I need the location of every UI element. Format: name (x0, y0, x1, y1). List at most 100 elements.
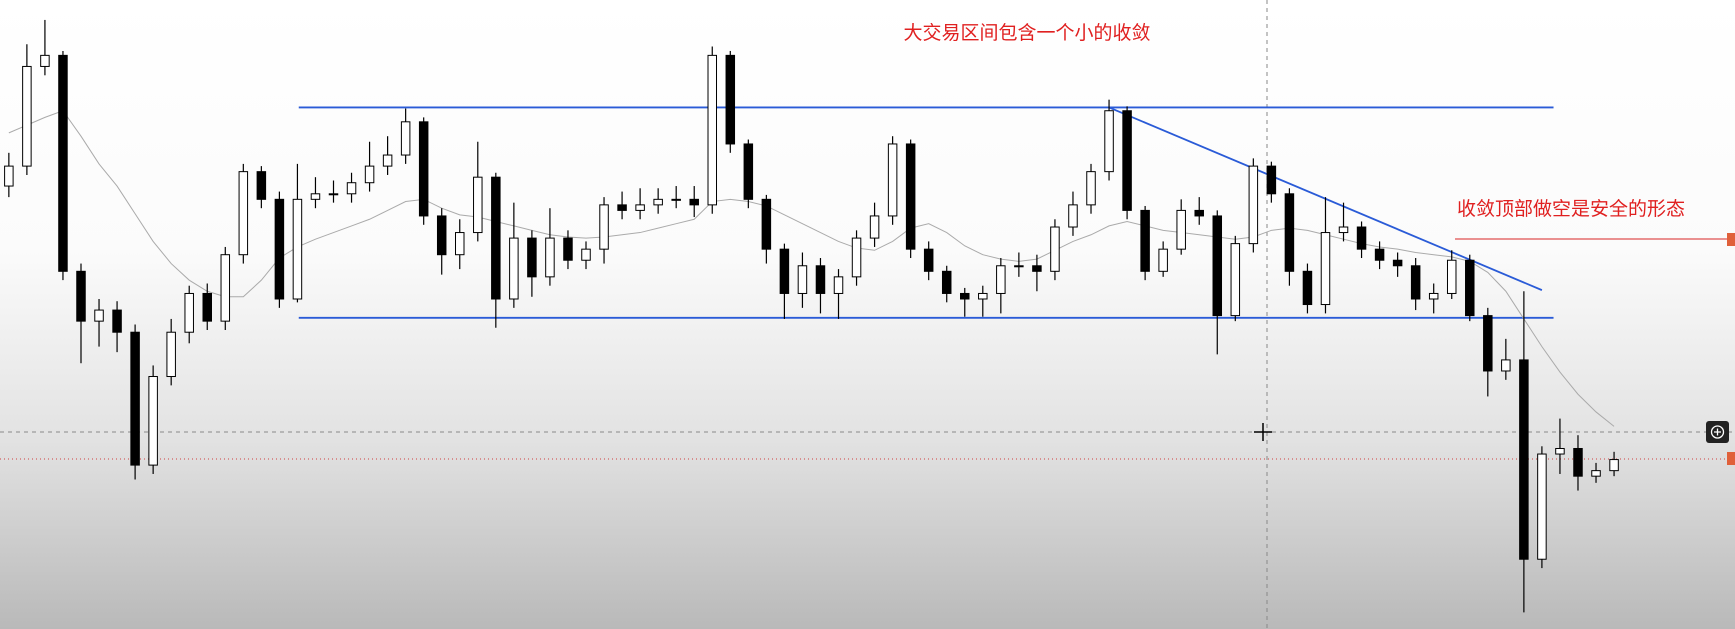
candle-body (436, 215, 447, 256)
candle-body (1483, 315, 1493, 372)
candle-body (905, 143, 916, 250)
candle-body (1140, 209, 1150, 272)
candle-body (1465, 259, 1475, 317)
candle-body (978, 292, 988, 300)
annotation: 收敛顶部做空是安全的形态 (1456, 198, 1686, 220)
candle-body (923, 248, 934, 272)
candle-body (1410, 265, 1421, 300)
candle-body (996, 265, 1006, 294)
candle-body (671, 198, 681, 201)
candle-body (364, 165, 375, 184)
candle-body (941, 270, 952, 294)
candle-body (1104, 110, 1114, 173)
candle-body (779, 248, 790, 294)
candle-body (1338, 226, 1349, 234)
candle-body (1248, 165, 1259, 245)
candle-body (599, 204, 609, 250)
candle-body (1374, 248, 1385, 261)
candle-body (743, 143, 754, 200)
candle-body (797, 265, 808, 294)
candle-body (1519, 359, 1529, 560)
candle-body (328, 193, 339, 196)
candle-body (1428, 292, 1439, 300)
candle-body (563, 237, 573, 261)
alert-marker (1727, 233, 1735, 246)
candle-body (1230, 243, 1241, 317)
candle-body (1176, 209, 1186, 250)
candle-body (815, 265, 826, 294)
candle-body (1302, 270, 1313, 306)
candle-body (761, 198, 772, 250)
candle-body (1032, 265, 1042, 272)
candle-body (1501, 359, 1511, 372)
candle-body (491, 176, 501, 300)
candle-body (527, 237, 537, 278)
candle-body (76, 270, 86, 322)
candle-body (184, 292, 194, 333)
candle-body (1122, 110, 1132, 211)
candle-body (400, 121, 411, 156)
candle-body (653, 198, 663, 206)
candle-body (689, 198, 699, 206)
candle-body (1356, 226, 1367, 250)
candle-body (1266, 165, 1277, 195)
candle-body (1609, 459, 1619, 472)
cursor (1254, 423, 1272, 441)
candle-body (1014, 265, 1024, 268)
candle-body (1158, 248, 1168, 272)
candle-body (274, 198, 285, 300)
candle-body (220, 254, 231, 322)
candle-body (310, 193, 321, 200)
candle-body (292, 198, 303, 300)
candle-body (725, 54, 736, 145)
candle-body (473, 176, 483, 234)
candle-body (960, 292, 970, 300)
add-icon-plus (1714, 428, 1721, 436)
candle-body (1591, 470, 1601, 477)
candle-body (148, 376, 158, 466)
candle-body (22, 65, 32, 167)
price-marker (1727, 452, 1735, 465)
annotation: 大交易区间包含一个小的收敛 (903, 22, 1151, 44)
candle-body (94, 309, 104, 322)
candle-body (833, 276, 844, 294)
candle-body (1573, 447, 1583, 477)
candle-body (202, 292, 212, 322)
candle-body (1392, 259, 1403, 267)
candle-body (238, 171, 249, 256)
candle-body (509, 237, 519, 300)
candle-body (418, 121, 429, 217)
candle-body (1537, 453, 1547, 560)
candle-body (545, 237, 555, 278)
candle-body (581, 248, 591, 261)
moving-average (8, 110, 1615, 427)
candle-body (58, 54, 68, 272)
candle-body (256, 171, 267, 200)
candle-body (1320, 232, 1331, 306)
add-icon (1710, 425, 1725, 439)
candle-body (869, 215, 880, 239)
candle-body (112, 309, 122, 333)
candle-body (887, 143, 898, 217)
candle-body (1086, 171, 1096, 206)
candle-body (1068, 204, 1078, 228)
candle-body (455, 232, 465, 256)
candle-body (382, 154, 393, 167)
candle-body (1446, 259, 1457, 294)
candle-body (1212, 215, 1223, 317)
candle-body (1050, 226, 1060, 272)
candle-body (707, 54, 718, 206)
candle-body (4, 165, 14, 187)
candle-body (130, 331, 140, 466)
candle-body (851, 237, 862, 278)
candle-body (40, 54, 50, 67)
candle-body (1555, 447, 1565, 455)
candle-body (617, 204, 627, 211)
candle-body (166, 331, 176, 378)
candle-body (346, 182, 357, 195)
candle-body (1194, 209, 1204, 217)
candle-body (635, 204, 645, 211)
candle-body (1284, 193, 1295, 272)
